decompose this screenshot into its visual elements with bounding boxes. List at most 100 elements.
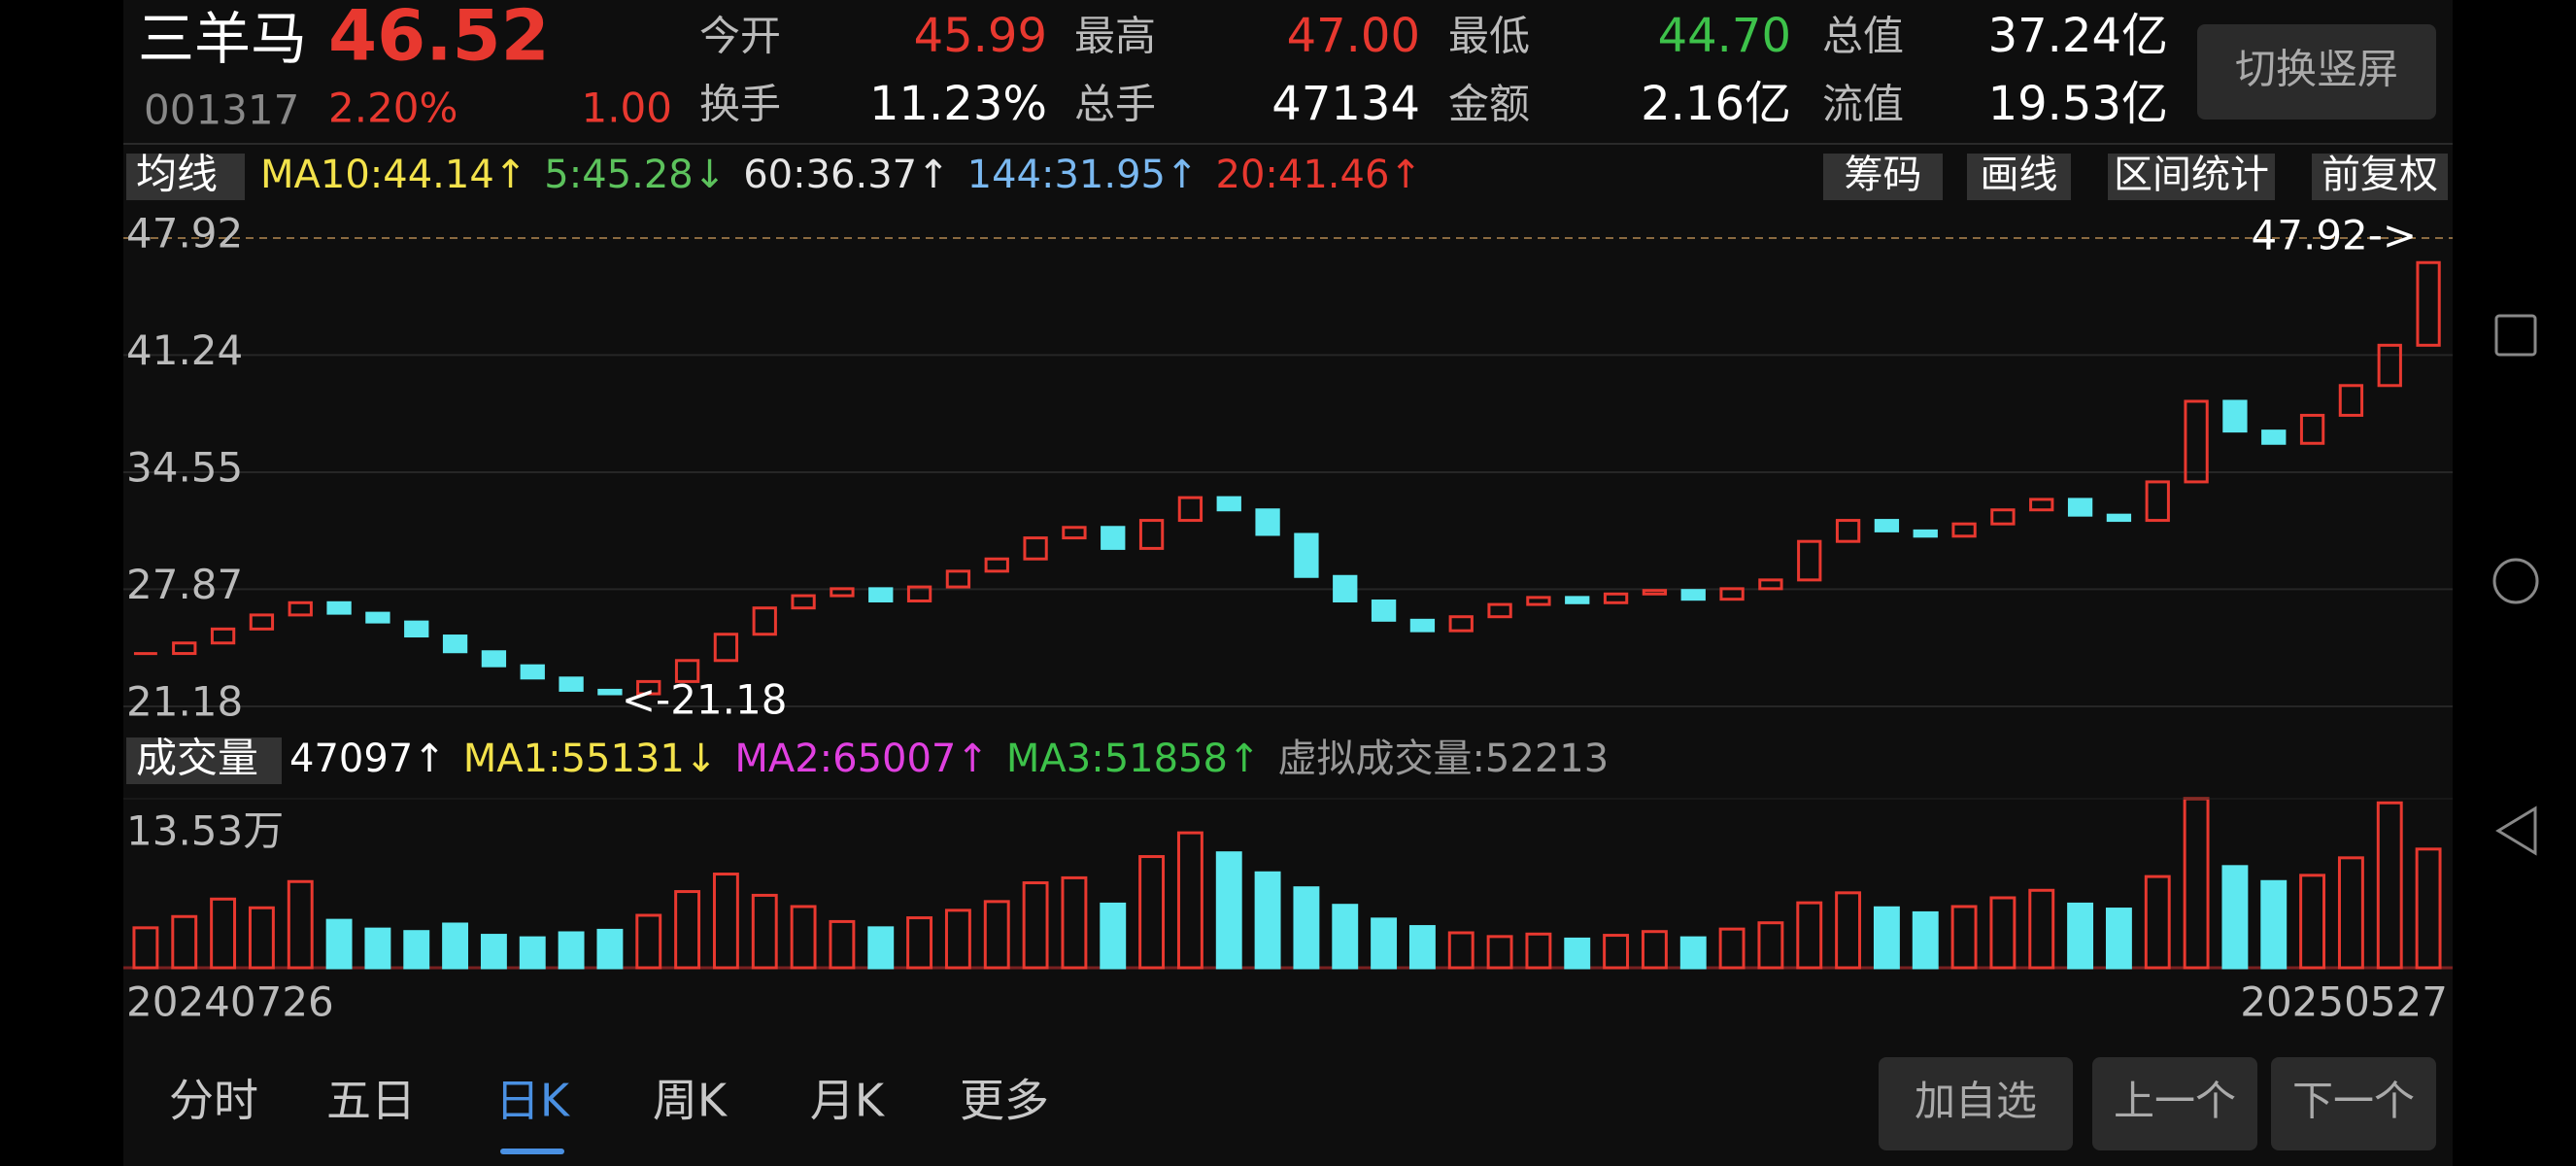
candle — [1371, 599, 1397, 622]
y-tick-label: 41.24 — [126, 326, 243, 374]
legend-item: MA1:55131↓ — [463, 737, 718, 781]
tab-indicator — [500, 1149, 564, 1154]
tool-label[interactable]: 区间统计 — [2114, 153, 2269, 197]
legend-item: 虚拟成交量:52213 — [1277, 737, 1609, 781]
tool-button[interactable] — [1967, 154, 2071, 200]
y-tick-label: 34.55 — [126, 444, 243, 492]
nav-back[interactable] — [2495, 806, 2537, 856]
volume-bar — [1873, 906, 1900, 970]
tool-button[interactable] — [2312, 154, 2448, 200]
action-label[interactable]: 上一个 — [2114, 1078, 2236, 1125]
volume-bar — [1293, 886, 1320, 970]
volume-bar — [480, 934, 507, 970]
field-label: 流值 — [1822, 81, 1904, 128]
volume-bar — [519, 936, 546, 970]
candle — [1138, 519, 1165, 550]
field-value: 47.00 — [1287, 9, 1420, 63]
ma-selector[interactable] — [126, 154, 245, 200]
tool-label[interactable]: 画线 — [1981, 153, 2058, 197]
tab[interactable]: 月K — [810, 1075, 886, 1127]
candle — [2222, 399, 2248, 433]
candle — [1526, 596, 1551, 606]
chart-tools: 筹码 画线 区间统计 前复权 — [1823, 153, 2448, 200]
action-button[interactable] — [2271, 1057, 2436, 1150]
price-chart: 47.92 41.24 34.55 27.87 21.18 47.92-> <-21.18 — [123, 210, 2453, 726]
field-label: 换手 — [699, 81, 781, 128]
volume-bar — [1757, 921, 1784, 970]
volume-chart: 13.53万 — [123, 797, 2453, 970]
field-value: 11.23% — [869, 77, 1047, 131]
volume-bar — [403, 930, 430, 970]
switch-label[interactable]: 切换竖屏 — [2235, 46, 2398, 93]
legend-item: 144:31.95↑ — [967, 153, 1199, 197]
ma-values: MA10:44.14↑ 5:45.28↓ 60:36.37↑ 144:31.95↑ 20… — [260, 153, 1422, 197]
tab[interactable]: 分时 — [169, 1075, 258, 1127]
volume-bar — [1215, 851, 1242, 970]
action-label[interactable]: 下一个 — [2292, 1078, 2415, 1125]
tool-button[interactable] — [1823, 154, 1943, 200]
volume-bar — [944, 909, 971, 970]
volume-bar — [2260, 879, 2288, 970]
tool-label[interactable]: 筹码 — [1845, 153, 1922, 197]
volume-bar — [364, 927, 391, 970]
volume-bar — [1989, 896, 2017, 970]
candle — [1758, 578, 1783, 591]
nav-home[interactable] — [2492, 558, 2539, 604]
end-date: 20250527 — [2240, 978, 2448, 1026]
candle — [1255, 508, 1280, 536]
candle — [2338, 384, 2364, 417]
switch-button[interactable] — [2197, 24, 2436, 120]
candle — [2145, 480, 2170, 523]
candle — [1680, 589, 1706, 601]
ma-selector-label[interactable]: 均线 — [136, 151, 218, 198]
low-marker: <-21.18 — [622, 676, 788, 724]
actions: 加自选 上一个 下一个 — [1879, 1057, 2436, 1150]
volume-bar — [1176, 831, 1203, 970]
candle — [1642, 589, 1668, 596]
candle — [868, 587, 894, 602]
volume-bar — [712, 873, 739, 970]
volume-bar — [210, 897, 237, 970]
candle — [288, 600, 313, 617]
volume-bar — [248, 906, 275, 970]
tab[interactable]: 日K — [495, 1075, 571, 1127]
action-button[interactable] — [2092, 1057, 2257, 1150]
volume-selector[interactable] — [126, 737, 282, 784]
volume-selector-label[interactable]: 成交量 — [136, 735, 258, 782]
candle — [1023, 536, 1048, 561]
tab[interactable]: 五日 — [326, 1075, 416, 1127]
field-value: 37.24亿 — [1988, 9, 2168, 63]
field-label: 总值 — [1822, 13, 1904, 60]
legend-item: 47097↑ — [289, 737, 446, 781]
volume-bar — [906, 916, 933, 970]
candle — [1565, 596, 1590, 604]
volume-bar — [674, 890, 701, 970]
candle — [365, 611, 390, 624]
candle — [597, 688, 623, 696]
field-label: 金额 — [1448, 81, 1530, 128]
volume-bar — [1603, 934, 1630, 970]
legend-item: MA2:65007↑ — [734, 737, 989, 781]
candle — [520, 664, 545, 680]
action-label[interactable]: 加自选 — [1915, 1078, 2037, 1125]
change: 1.00 — [581, 85, 672, 132]
volume-bar — [1408, 925, 1436, 970]
legend-item: MA10:44.14↑ — [260, 153, 526, 197]
candle — [752, 606, 777, 636]
candle — [249, 613, 275, 631]
field-label: 总手 — [1074, 81, 1156, 128]
tool-button[interactable] — [2108, 154, 2275, 200]
candle — [945, 569, 971, 589]
stock-name: 三羊马 — [138, 6, 307, 72]
volume-bar — [2105, 908, 2132, 970]
volume-bar — [1912, 910, 1939, 970]
nav-recent[interactable] — [2494, 314, 2537, 357]
tool-label[interactable]: 前复权 — [2322, 153, 2438, 197]
volume-bar — [325, 918, 353, 970]
tab[interactable]: 更多 — [960, 1075, 1049, 1127]
tab[interactable]: 周K — [653, 1075, 729, 1127]
volume-bar — [1371, 917, 1398, 970]
action-button[interactable] — [1879, 1057, 2073, 1150]
legend-item: MA3:51858↑ — [1006, 737, 1261, 781]
